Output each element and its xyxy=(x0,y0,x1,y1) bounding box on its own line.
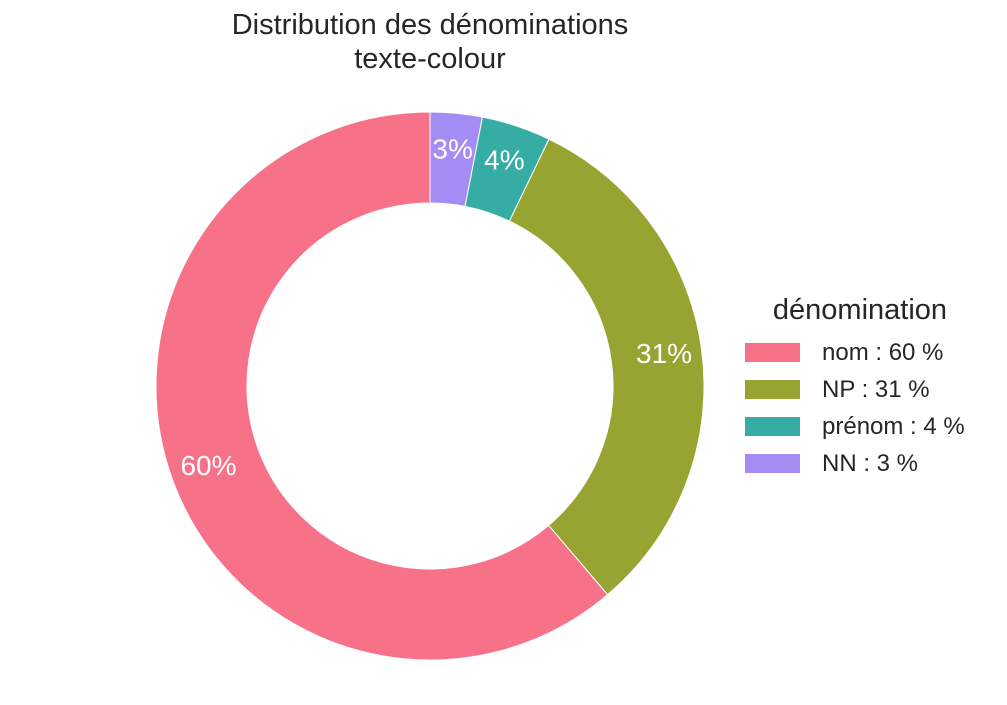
slice-label-nn: 3% xyxy=(432,133,472,164)
legend-swatch-nn xyxy=(745,454,800,473)
donut-slice-nn xyxy=(429,111,483,207)
legend-item-np: NP : 31 % xyxy=(745,371,995,408)
legend-title: dénomination xyxy=(772,294,948,326)
legend-label-np: NP : 31 % xyxy=(822,375,930,403)
legend-label-nom: nom : 60 % xyxy=(822,338,944,366)
legend-swatch-np xyxy=(745,380,800,399)
legend-item-nn: NN : 3 % xyxy=(745,445,995,482)
legend-item-prenom: prénom : 4 % xyxy=(745,408,995,445)
slice-label-np: 31% xyxy=(636,338,692,369)
legend-swatch-nom xyxy=(745,343,800,362)
chart-title: Distribution des dénominations texte-col… xyxy=(130,8,730,76)
legend-item-nom: nom : 60 % xyxy=(745,334,995,371)
chart-title-line-1: Distribution des dénominations xyxy=(231,9,629,41)
donut-slice-nom xyxy=(155,111,609,661)
legend-label-prenom: prénom : 4 % xyxy=(822,412,965,440)
slice-label-nom: 60% xyxy=(180,450,236,481)
donut-slice-np xyxy=(508,138,705,596)
legend-label-nn: NN : 3 % xyxy=(822,449,919,477)
slice-label-prenom: 4% xyxy=(484,144,524,175)
legend: dénomination nom : 60 % NP : 31 % prénom… xyxy=(745,292,995,482)
legend-swatch-prenom xyxy=(745,417,800,436)
chart-title-line-2: texte-colour xyxy=(354,43,506,75)
